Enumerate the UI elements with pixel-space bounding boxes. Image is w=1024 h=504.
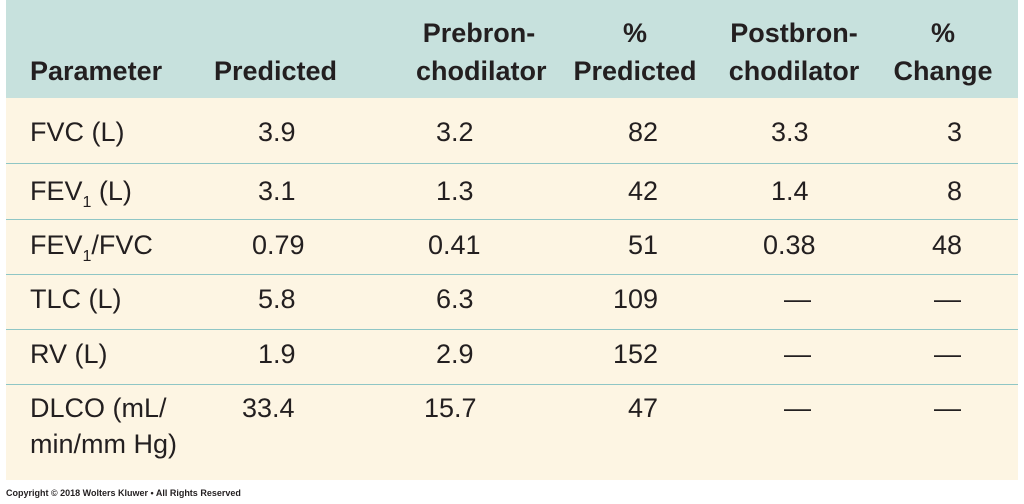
- row-divider: [6, 274, 1018, 275]
- table-row: DLCO (mL/ min/mm Hg) 33.4 15.7 47 — —: [6, 385, 1018, 480]
- pulmonary-function-table: Parameter Predicted Prebron- chodilator …: [6, 0, 1018, 480]
- cell-prebronchodilator: 0.41: [428, 230, 481, 260]
- cell-parameter: FEV1/FVC: [30, 227, 153, 268]
- cell-parameter-line1: DLCO (mL/: [30, 393, 167, 423]
- cell-parameter-suffix: (L): [91, 176, 132, 206]
- header-percent-predicted: % Predicted: [566, 14, 704, 90]
- row-divider: [6, 219, 1018, 220]
- cell-percent-change: —: [934, 339, 961, 369]
- header-percent-change-line2: Change: [893, 56, 993, 86]
- cell-parameter-main: FEV: [30, 176, 83, 206]
- cell-parameter: RV (L): [30, 339, 108, 369]
- header-prebronchodilator: Prebron- chodilator: [416, 14, 547, 90]
- cell-postbronchodilator: 1.4: [771, 176, 809, 206]
- header-postbronchodilator: Postbron- chodilator: [724, 14, 864, 90]
- cell-predicted: 5.8: [258, 284, 296, 314]
- cell-parameter-suffix: /FVC: [91, 230, 153, 260]
- cell-percent-change: —: [934, 393, 961, 423]
- table-row: FEV1 (L) 3.1 1.3 42 1.4 8: [6, 164, 1018, 219]
- cell-percent-predicted: 51: [627, 230, 658, 260]
- cell-parameter-line2: min/mm Hg): [30, 429, 177, 459]
- header-percent-predicted-line2: Predicted: [573, 56, 697, 86]
- header-predicted: Predicted: [214, 56, 338, 86]
- cell-percent-change: 3: [946, 117, 962, 147]
- cell-parameter: FVC (L): [30, 117, 125, 147]
- table-row: FVC (L) 3.9 3.2 82 3.3 3: [6, 98, 1018, 163]
- table-row: TLC (L) 5.8 6.3 109 — —: [6, 275, 1018, 329]
- header-percent-change: % Change: [886, 14, 1000, 90]
- cell-predicted: 3.9: [258, 117, 296, 147]
- cell-postbronchodilator: —: [784, 339, 811, 369]
- cell-parameter-main: FEV: [30, 230, 83, 260]
- table-header: Parameter Predicted Prebron- chodilator …: [6, 0, 1018, 98]
- cell-percent-predicted: 152: [612, 339, 658, 369]
- cell-percent-change: —: [934, 284, 961, 314]
- header-prebronchodilator-line2: chodilator: [416, 56, 547, 86]
- copyright-notice: Copyright © 2018 Wolters Kluwer • All Ri…: [6, 488, 241, 498]
- cell-postbronchodilator: 3.3: [771, 117, 809, 147]
- row-divider: [6, 384, 1018, 385]
- cell-parameter: DLCO (mL/ min/mm Hg): [30, 390, 177, 462]
- cell-predicted: 1.9: [258, 339, 296, 369]
- cell-predicted: 33.4: [242, 393, 295, 423]
- cell-percent-change: 48: [931, 230, 962, 260]
- header-percent-change-line1: %: [930, 18, 955, 48]
- table-row: FEV1/FVC 0.79 0.41 51 0.38 48: [6, 220, 1018, 274]
- cell-postbronchodilator: —: [784, 393, 811, 423]
- header-percent-predicted-line1: %: [622, 18, 647, 48]
- header-prebronchodilator-line1: Prebron-: [422, 18, 536, 48]
- cell-postbronchodilator: 0.38: [763, 230, 816, 260]
- table-row: RV (L) 1.9 2.9 152 — —: [6, 330, 1018, 384]
- cell-prebronchodilator: 6.3: [436, 284, 474, 314]
- cell-prebronchodilator: 2.9: [436, 339, 474, 369]
- cell-predicted: 0.79: [252, 230, 305, 260]
- cell-predicted: 3.1: [258, 176, 296, 206]
- cell-postbronchodilator: —: [784, 284, 811, 314]
- cell-percent-predicted: 47: [627, 393, 658, 423]
- cell-parameter: FEV1 (L): [30, 173, 132, 214]
- cell-percent-predicted: 109: [612, 284, 658, 314]
- cell-parameter-subscript: 1: [82, 194, 92, 211]
- cell-percent-change: 8: [946, 176, 962, 206]
- cell-percent-predicted: 82: [627, 117, 658, 147]
- cell-prebronchodilator: 3.2: [436, 117, 474, 147]
- row-divider: [6, 329, 1018, 330]
- cell-percent-predicted: 42: [627, 176, 658, 206]
- cell-prebronchodilator: 1.3: [436, 176, 474, 206]
- cell-parameter: TLC (L): [30, 284, 122, 314]
- header-parameter: Parameter: [30, 56, 163, 86]
- header-postbronchodilator-line1: Postbron-: [730, 18, 858, 48]
- cell-prebronchodilator: 15.7: [424, 393, 477, 423]
- header-postbronchodilator-line2: chodilator: [728, 56, 860, 86]
- row-divider: [6, 163, 1018, 164]
- cell-parameter-subscript: 1: [82, 248, 92, 265]
